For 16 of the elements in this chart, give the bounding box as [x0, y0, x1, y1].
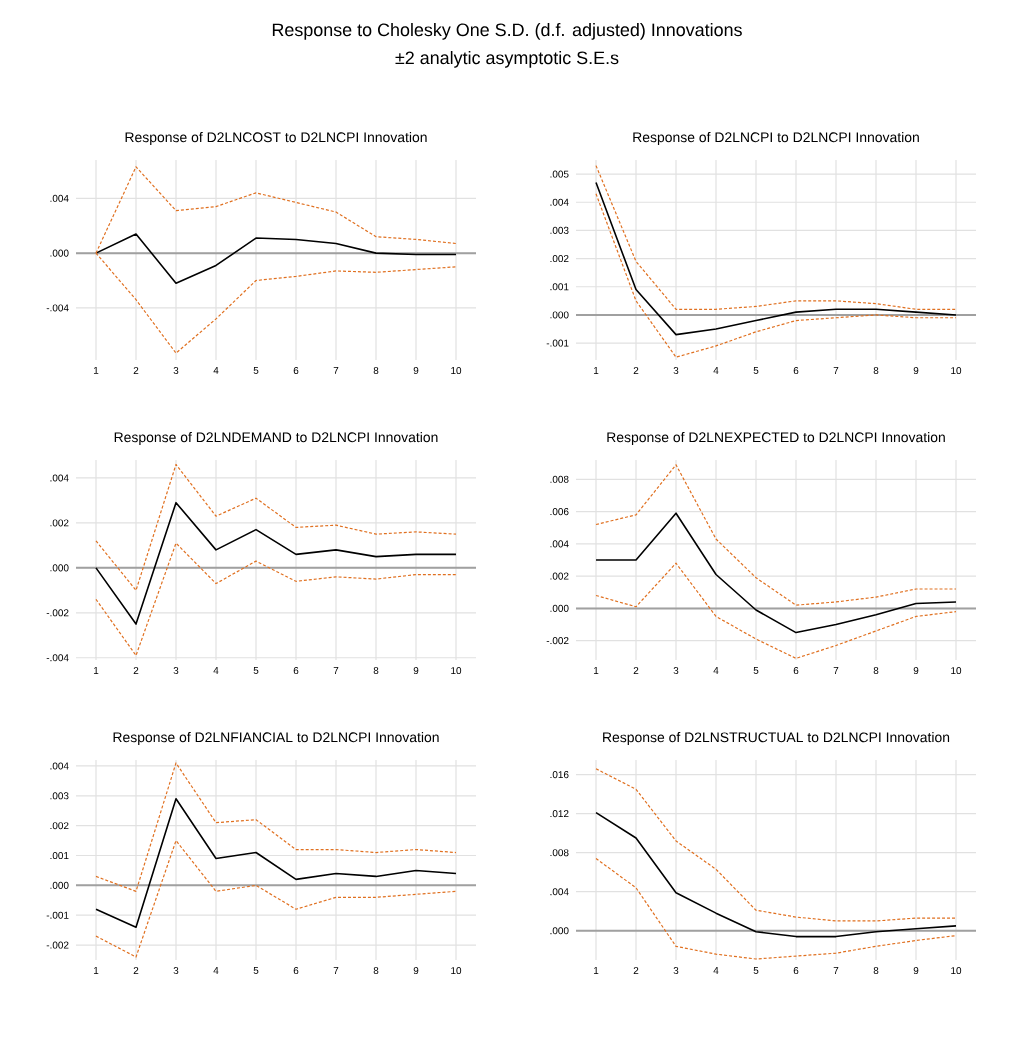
line-series [95, 839, 457, 958]
line-series [95, 501, 457, 625]
line-series [95, 542, 457, 657]
line-series [595, 811, 957, 938]
line-series [595, 768, 957, 922]
text: Response to Cholesky One S.D. (d.f. adjusted) Innovations [272, 23, 742, 40]
text: ±2 analytic asymptotic S.E.s [395, 51, 619, 68]
line-series [595, 165, 957, 310]
line-series [595, 512, 957, 634]
line-series [95, 233, 457, 285]
line-series [595, 193, 957, 358]
line-series [95, 762, 457, 892]
line-series [595, 181, 957, 336]
line-series [95, 463, 457, 591]
line-series [95, 798, 457, 928]
line-series [595, 464, 957, 606]
